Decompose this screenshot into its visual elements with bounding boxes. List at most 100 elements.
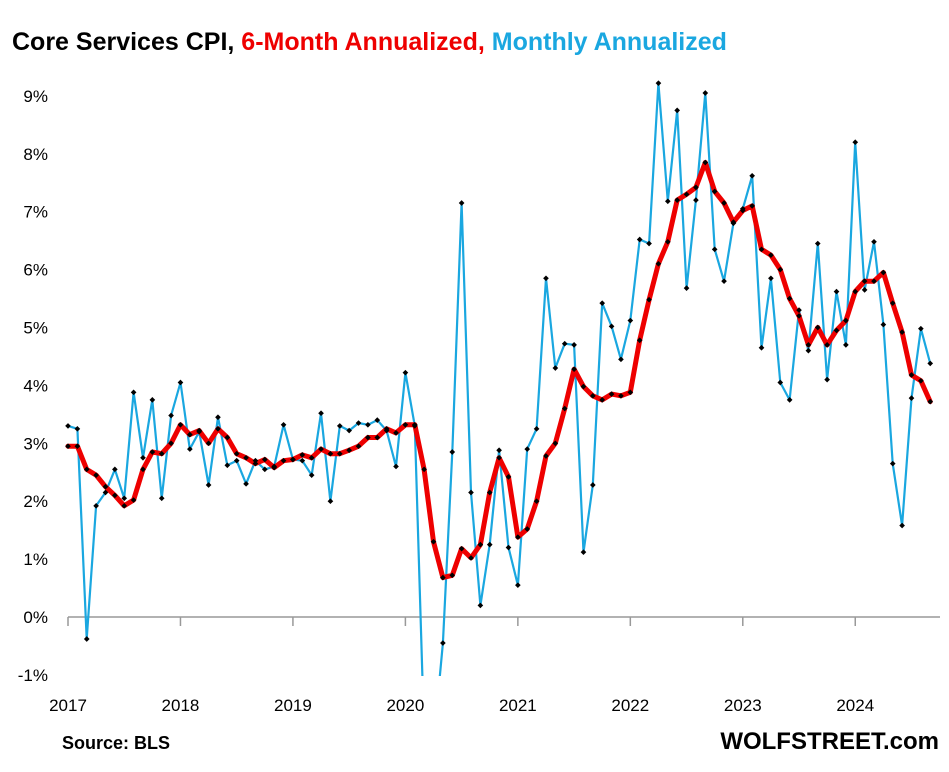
point-monthly <box>168 412 174 419</box>
point-monthly <box>402 369 409 376</box>
point-six-month <box>674 197 681 203</box>
point-six-month <box>721 200 727 206</box>
point-monthly <box>786 397 793 403</box>
point-six-month <box>627 389 634 396</box>
plot-area <box>65 80 934 676</box>
point-six-month <box>702 159 709 166</box>
point-monthly <box>177 379 184 386</box>
point-six-month <box>899 329 905 335</box>
point-monthly <box>580 549 587 555</box>
point-six-month <box>618 392 624 399</box>
point-six-month <box>852 288 859 295</box>
point-six-month <box>83 466 90 473</box>
point-six-month <box>533 498 540 505</box>
point-six-month <box>196 427 203 434</box>
x-axis: 2017 2018 2019 2020 2021 2022 2023 2024 <box>49 616 940 715</box>
brand-logo-text: WOLFSTREET.com <box>720 728 939 755</box>
point-monthly <box>768 275 774 282</box>
point-six-month <box>140 466 146 473</box>
point-monthly <box>102 489 109 496</box>
series-line-six-month <box>65 160 933 581</box>
point-six-month <box>224 434 231 441</box>
point-six-month <box>739 207 746 214</box>
point-monthly <box>824 376 830 383</box>
point-six-month <box>280 457 287 464</box>
point-six-month <box>430 538 437 545</box>
point-six-month <box>243 454 249 461</box>
x-tick-label: 2024 <box>836 696 874 715</box>
point-six-month <box>580 383 587 390</box>
point-six-month <box>805 342 812 348</box>
point-six-month <box>215 425 221 432</box>
point-six-month <box>590 392 596 399</box>
point-six-month <box>908 372 915 378</box>
point-six-month <box>730 219 737 225</box>
x-tick-label: 2018 <box>162 696 200 715</box>
point-monthly <box>336 423 343 429</box>
point-monthly <box>571 342 577 348</box>
point-six-month <box>749 203 755 209</box>
point-six-month <box>758 246 765 253</box>
point-six-month <box>608 391 615 397</box>
point-monthly <box>814 240 821 247</box>
point-monthly <box>224 462 231 469</box>
point-monthly <box>130 389 137 396</box>
point-monthly <box>674 107 681 114</box>
point-six-month <box>168 440 174 447</box>
y-tick-label: 0% <box>23 608 48 627</box>
point-six-month <box>121 503 128 509</box>
point-monthly <box>749 172 755 179</box>
point-monthly <box>590 482 596 488</box>
point-monthly <box>346 427 352 434</box>
point-monthly <box>561 340 568 347</box>
point-monthly <box>927 360 934 367</box>
point-six-month <box>149 449 156 455</box>
point-six-month <box>102 483 109 490</box>
point-six-month <box>664 238 671 245</box>
point-six-month <box>383 425 390 432</box>
point-monthly <box>805 347 812 354</box>
point-monthly <box>693 197 699 203</box>
point-six-month <box>496 454 502 461</box>
point-six-month <box>65 443 71 450</box>
point-six-month <box>290 456 296 463</box>
y-tick-label: 5% <box>23 319 48 338</box>
point-six-month <box>458 545 465 552</box>
point-monthly <box>458 200 465 206</box>
point-monthly <box>318 410 324 417</box>
point-six-month <box>777 266 784 273</box>
point-monthly <box>468 489 474 496</box>
point-monthly <box>486 541 493 548</box>
point-monthly <box>646 240 652 247</box>
point-six-month <box>505 474 512 480</box>
point-monthly <box>533 425 540 432</box>
title-part-core: Core Services CPI, <box>12 28 242 56</box>
point-monthly <box>261 466 268 473</box>
point-monthly <box>496 447 502 454</box>
point-six-month <box>693 184 699 191</box>
point-monthly <box>355 420 362 426</box>
point-six-month <box>486 489 493 496</box>
point-monthly <box>599 300 606 307</box>
point-six-month <box>74 443 81 450</box>
x-tick-label: 2022 <box>611 696 649 715</box>
point-six-month <box>327 450 334 457</box>
chart-title: Core Services CPI, 6-Month Annualized, M… <box>12 28 727 57</box>
point-six-month <box>177 421 184 428</box>
point-six-month <box>130 497 137 503</box>
point-monthly <box>158 495 165 502</box>
point-monthly <box>505 544 512 551</box>
point-monthly <box>112 466 118 473</box>
point-six-month <box>524 526 531 532</box>
point-monthly <box>664 198 671 205</box>
point-monthly <box>93 503 99 509</box>
point-six-month <box>477 541 484 548</box>
point-monthly <box>608 323 615 330</box>
point-six-month <box>880 269 887 276</box>
point-six-month <box>861 278 868 285</box>
y-tick-label: 1% <box>23 550 48 569</box>
point-monthly <box>552 365 559 371</box>
point-monthly <box>852 139 859 146</box>
point-monthly <box>918 325 924 332</box>
point-six-month <box>515 534 521 540</box>
